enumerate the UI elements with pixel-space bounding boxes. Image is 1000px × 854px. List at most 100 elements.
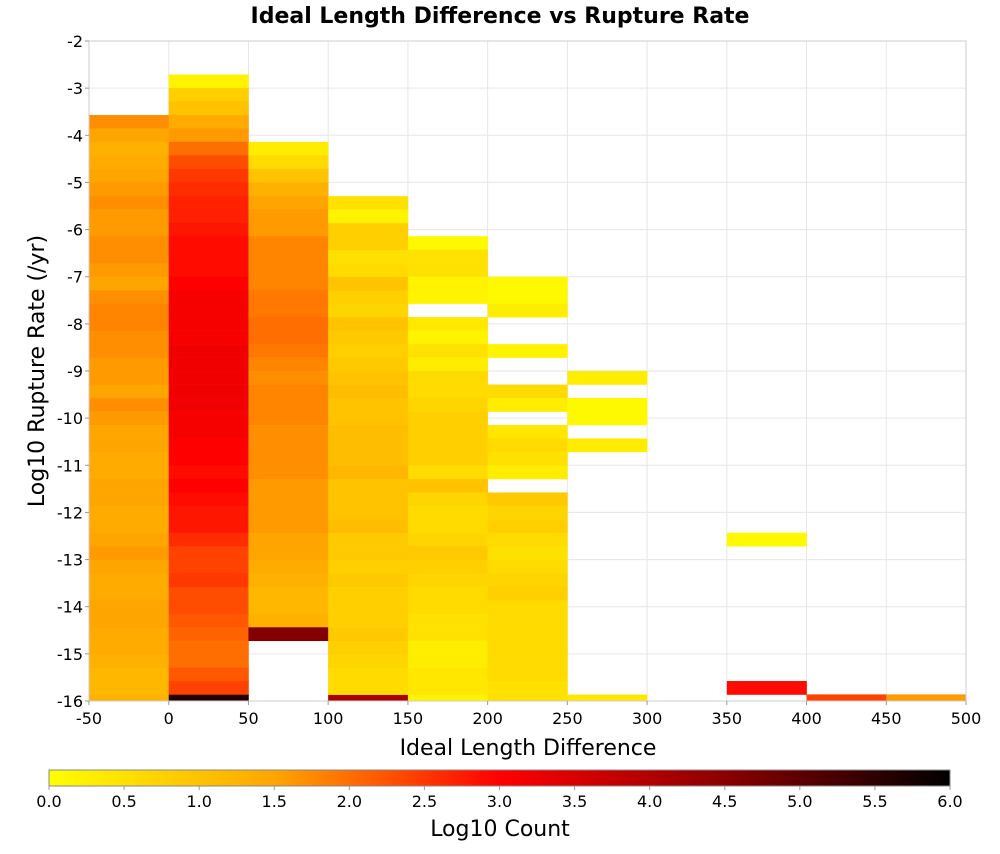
heatmap-cell <box>89 141 170 156</box>
heatmap-cell <box>168 519 249 534</box>
y-tick-label: -12 <box>57 503 83 522</box>
heatmap-cell <box>567 397 648 412</box>
heatmap-cell <box>89 559 170 574</box>
heatmap-cell <box>407 384 488 399</box>
heatmap-cell <box>168 546 249 561</box>
heatmap-cell <box>168 276 249 291</box>
heatmap-cell <box>487 276 568 291</box>
heatmap-cell <box>89 546 170 561</box>
heatmap-cell <box>89 694 170 702</box>
x-tick-label: 50 <box>238 709 258 728</box>
heatmap-cell <box>328 465 409 480</box>
heatmap-cell <box>487 425 568 439</box>
heatmap-cell <box>407 600 488 614</box>
x-tick-label: 100 <box>313 709 344 728</box>
heatmap-cell <box>328 330 409 345</box>
heatmap-cell <box>168 559 249 574</box>
heatmap-cell <box>487 532 568 547</box>
heatmap-cell <box>89 532 170 547</box>
heatmap-cell <box>168 384 249 399</box>
heatmap-cell <box>248 478 329 493</box>
y-tick-label: -14 <box>57 598 83 617</box>
heatmap-cell <box>248 411 329 426</box>
colorbar-tick-label: 3.0 <box>487 792 512 811</box>
heatmap-cell <box>248 155 329 170</box>
heatmap-cell <box>328 600 409 615</box>
heatmap-cell <box>328 452 409 467</box>
heatmap-cell <box>89 249 170 264</box>
heatmap-cell <box>248 195 329 210</box>
heatmap-cell <box>487 559 568 574</box>
y-axis-ticks: -2 -3 -4 -5 -6 -7 -8 -9 -10 -11 -12 -13 -14 -15 -16 <box>57 32 89 711</box>
heatmap-cell <box>407 627 488 641</box>
y-tick-label: -3 <box>67 79 83 98</box>
heatmap-cell <box>168 357 249 372</box>
heatmap-cell <box>168 451 249 466</box>
heatmap-cell <box>806 694 887 702</box>
heatmap-cell <box>168 627 249 642</box>
heatmap-cell <box>168 613 249 628</box>
heatmap-cell <box>487 505 568 520</box>
heatmap-cell <box>328 654 409 669</box>
heatmap-cell <box>407 505 488 520</box>
heatmap-cell <box>168 425 249 439</box>
x-tick-label: 150 <box>393 709 424 728</box>
heatmap-cell <box>89 384 170 399</box>
heatmap-cell <box>168 114 249 129</box>
heatmap-cell <box>89 667 170 682</box>
colorbar-tick-label: 5.5 <box>862 792 887 811</box>
heatmap-cell <box>89 236 170 251</box>
heatmap-cell <box>487 519 568 534</box>
heatmap-cell <box>89 344 170 359</box>
heatmap-cell <box>89 613 170 628</box>
heatmap-cell <box>168 209 249 224</box>
heatmap-cell <box>168 330 249 345</box>
heatmap-cell <box>407 344 488 358</box>
heatmap-cell <box>168 411 249 426</box>
heatmap-cell <box>407 667 488 682</box>
y-tick-label: -15 <box>57 645 83 664</box>
heatmap-cell <box>89 303 170 318</box>
heatmap-cell <box>89 627 170 642</box>
heatmap-cell <box>407 424 488 439</box>
heatmap-cell <box>328 411 409 426</box>
x-axis-label: Ideal Length Difference <box>400 736 657 761</box>
y-tick-label: -11 <box>57 456 83 475</box>
heatmap-cell <box>89 222 170 237</box>
heatmap-cell <box>168 236 249 251</box>
heatmap-cell <box>168 573 249 588</box>
heatmap-cell <box>168 290 249 304</box>
chart-title: Ideal Length Difference vs Rupture Rate <box>251 4 750 29</box>
heatmap-cell <box>487 667 568 682</box>
y-tick-label: -13 <box>57 551 83 570</box>
colorbar-tick-label: 3.5 <box>562 792 587 811</box>
heatmap-cell <box>328 681 409 696</box>
heatmap-cell <box>89 317 170 332</box>
heatmap-cell <box>407 613 488 628</box>
heatmap-cell <box>168 694 249 702</box>
heatmap-cell <box>407 263 488 277</box>
heatmap-cell <box>168 640 249 655</box>
colorbar-tick-label: 0.5 <box>111 792 136 811</box>
heatmap-cell <box>168 182 249 197</box>
x-tick-label: 500 <box>951 709 982 728</box>
heatmap-cells <box>89 74 967 702</box>
heatmap-cell <box>89 425 170 439</box>
colorbar-tick-label: 6.0 <box>937 792 962 811</box>
heatmap-cell <box>168 532 249 547</box>
heatmap-cell <box>89 398 170 412</box>
heatmap-cell <box>567 411 648 426</box>
colorbar-tick-label: 0.0 <box>36 792 61 811</box>
heatmap-cell <box>168 654 249 669</box>
heatmap-cell <box>328 371 409 386</box>
heatmap-cell <box>168 128 249 143</box>
heatmap-cell <box>407 573 488 588</box>
x-tick-label: -50 <box>76 709 102 728</box>
heatmap-cell <box>168 263 249 278</box>
heatmap-cell <box>248 425 329 439</box>
heatmap-cell <box>248 384 329 399</box>
heatmap-cell <box>248 600 329 615</box>
heatmap-cell <box>168 586 249 601</box>
heatmap-cell <box>168 438 249 453</box>
